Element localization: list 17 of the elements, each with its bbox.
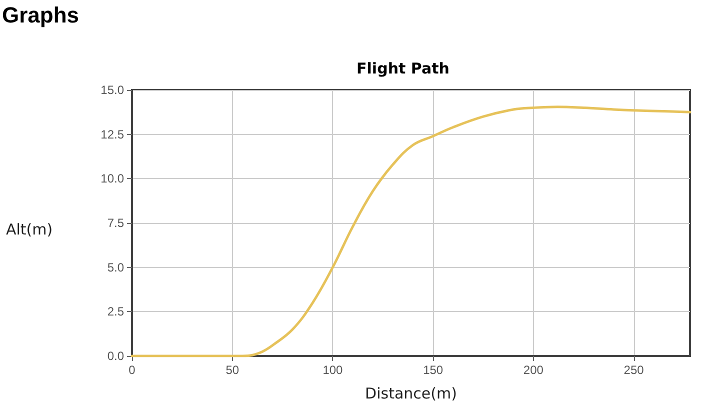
x-tick-label: 50 — [226, 363, 240, 377]
y-tick-label: 10.0 — [100, 172, 124, 186]
x-tick-label: 150 — [423, 363, 444, 377]
y-tick-label: 7.5 — [107, 216, 124, 230]
x-tick-label: 250 — [624, 363, 644, 377]
y-tick-label: 5.0 — [107, 260, 124, 274]
x-tick-label: 0 — [128, 363, 136, 377]
y-tick-label: 0.0 — [107, 349, 124, 363]
y-axis-title: Alt(m) — [6, 220, 53, 238]
y-tick-label: 15.0 — [100, 83, 124, 97]
x-axis-title: Distance(m) — [365, 384, 457, 402]
x-tick-label: 100 — [322, 363, 344, 377]
x-tick-label: 200 — [523, 363, 544, 377]
y-tick-label: 2.5 — [107, 304, 124, 319]
text: Graphs — [2, 2, 80, 28]
y-tick-label: 12.5 — [100, 127, 124, 142]
chart-title: Flight Path — [356, 60, 450, 78]
